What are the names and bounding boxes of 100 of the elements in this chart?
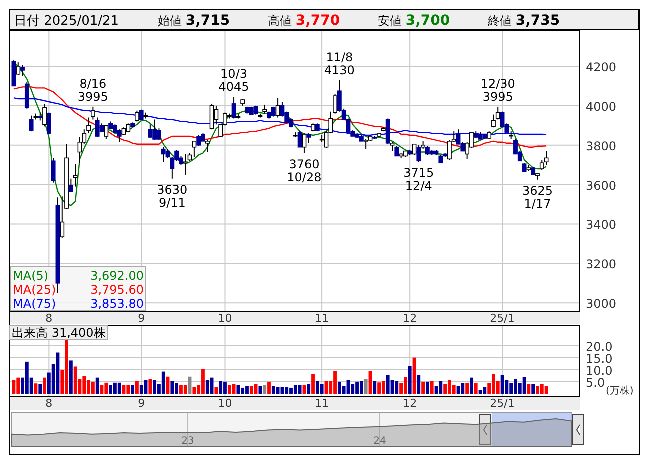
x-tick-label: 8	[46, 397, 53, 410]
candlestick	[73, 164, 78, 188]
candlestick	[412, 144, 417, 156]
bar	[474, 383, 478, 394]
bar	[532, 384, 536, 394]
bar	[153, 380, 157, 394]
bar	[320, 384, 324, 394]
bar	[298, 385, 302, 394]
y-tick-label: 20.0	[586, 340, 613, 354]
candlestick	[276, 98, 280, 118]
y-tick-label: 4200	[586, 60, 617, 74]
bar	[439, 381, 443, 394]
candlestick	[183, 154, 188, 176]
bar	[373, 381, 377, 394]
bar	[136, 381, 139, 394]
x-tick-label: 25/1	[490, 397, 515, 410]
bar	[219, 381, 223, 394]
annotation: 3,853.80	[90, 297, 144, 311]
bar	[395, 381, 399, 394]
bar	[91, 382, 95, 394]
bar	[430, 381, 434, 394]
bar	[96, 378, 100, 394]
bar	[192, 386, 196, 394]
bar	[280, 387, 284, 394]
y-tick-label: 3200	[586, 258, 617, 272]
bar	[276, 386, 280, 394]
bar	[466, 383, 470, 394]
bar	[250, 386, 254, 394]
y-tick-label: 3600	[586, 178, 617, 193]
candlestick	[148, 124, 153, 139]
bar	[483, 387, 487, 394]
x-tick-label: 9	[138, 312, 146, 325]
annotation: 3,692.00	[90, 269, 144, 283]
candlestick	[135, 110, 140, 122]
bar	[126, 385, 130, 394]
x-tick-label: 24	[374, 436, 386, 447]
annotation: 3,795.60	[90, 283, 144, 297]
candlestick	[90, 106, 96, 120]
bar	[148, 379, 152, 394]
bar	[184, 385, 188, 394]
annotation: 3630 9/11	[157, 182, 188, 210]
bar	[417, 375, 421, 394]
bar	[16, 378, 20, 394]
text: MA(75)	[13, 297, 56, 311]
bar	[324, 381, 328, 394]
bar	[364, 379, 368, 394]
y-tick-label: 10.0	[586, 364, 613, 378]
bar	[12, 380, 16, 394]
candlestick	[302, 133, 307, 154]
annotation: 10/3 4045	[218, 67, 250, 94]
candlestick	[24, 82, 30, 110]
candlestick	[306, 133, 312, 144]
bar	[258, 386, 262, 394]
candlestick	[496, 106, 500, 120]
bar	[470, 378, 474, 394]
text: 始値 3,715 高値 3,770 安値 3,700 終値 3,735	[158, 13, 560, 29]
candlestick	[232, 96, 236, 120]
bar	[461, 383, 465, 394]
x-tick-label: 11	[315, 312, 330, 325]
y-tick-label: 3800	[586, 139, 617, 154]
bar	[386, 375, 390, 394]
annotation: 12/30 3995	[480, 76, 516, 104]
bar	[69, 360, 73, 394]
x-tick-label: 10	[218, 312, 232, 325]
bar	[236, 385, 240, 394]
annotation: 3625 1/17	[522, 184, 554, 211]
bar	[38, 384, 42, 394]
bar	[360, 381, 364, 394]
text: MA(25)	[13, 283, 56, 297]
bar	[312, 374, 315, 394]
text: MA(5)	[13, 269, 49, 283]
bar	[426, 382, 430, 394]
candlestick	[29, 115, 34, 132]
candlestick	[95, 117, 100, 138]
bar	[170, 381, 174, 394]
bar	[540, 384, 544, 394]
x-tick-label: 8	[46, 312, 53, 325]
bar	[268, 382, 271, 394]
bar	[228, 385, 232, 394]
annotation: 出来高 31,400株	[12, 326, 106, 340]
x-tick-label: 10	[218, 397, 232, 410]
candlestick	[117, 129, 122, 143]
candlestick	[161, 146, 166, 163]
annotation: 3715 12/4	[404, 166, 434, 194]
y-tick-label: 5.0	[586, 376, 606, 390]
bar	[104, 382, 108, 394]
candlestick	[210, 103, 214, 130]
bar	[422, 382, 426, 394]
y-tick-label: 15.0	[586, 352, 613, 366]
chart-title: 日付 2025/01/21	[14, 14, 120, 29]
bar	[382, 381, 386, 394]
y-tick-label: 4000	[586, 100, 617, 114]
x-tick-label: 25/1	[490, 312, 515, 325]
candlestick	[51, 158, 56, 184]
candlestick	[394, 146, 400, 157]
y-tick-label: 3000	[586, 297, 617, 312]
x-tick-label: 11	[315, 397, 330, 410]
annotation: 3760 10/28	[287, 157, 322, 184]
bar	[43, 378, 46, 394]
bar	[74, 366, 78, 394]
